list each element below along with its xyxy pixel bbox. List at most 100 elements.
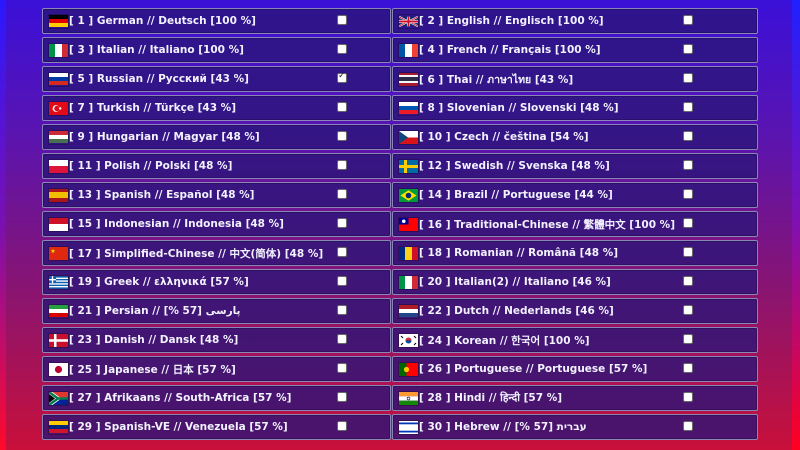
language-label: [ 15 ] Indonesian // Indonesia [48 %] [69,218,284,230]
language-row-spanish[interactable]: [ 13 ] Spanish // Español [48 %] [42,182,391,208]
language-checkbox[interactable] [337,44,347,54]
language-checkbox[interactable] [683,247,693,257]
slovenia-flag-icon [399,101,418,115]
language-row-czech[interactable]: [ 10 ] Czech // čeština [54 %] [392,124,758,150]
language-row-greek[interactable]: [ 19 ] Greek // ελληνικά [57 %] [42,269,391,295]
china-flag-icon: ★ [49,246,68,260]
language-label: [ 17 ] Simplified-Chinese // 中文(简体) [48 … [69,247,324,260]
germany-flag-icon [49,14,68,28]
language-label: [ 4 ] French // Français [100 %] [419,44,601,56]
language-checkbox[interactable] [337,71,347,83]
language-label: [ 26 ] Portuguese // Portuguese [57 %] [419,363,648,375]
language-checkbox[interactable] [683,102,693,112]
language-row-indonesian[interactable]: [ 15 ] Indonesian // Indonesia [48 %] [42,211,391,237]
language-row-dutch[interactable]: [ 22 ] Dutch // Nederlands [46 %] [392,298,758,324]
language-checkbox[interactable] [337,305,347,315]
italy-flag-icon [399,275,418,289]
language-checkbox[interactable] [683,363,693,373]
taiwan-flag-icon [399,217,418,231]
language-row-polish[interactable]: [ 11 ] Polish // Polski [48 %] [42,153,391,179]
spain-flag-icon [49,188,68,202]
language-checkbox[interactable] [683,160,693,170]
language-checkbox[interactable] [683,421,693,431]
language-label: [ 2 ] English // Englisch [100 %] [419,15,604,27]
language-checkbox[interactable] [683,189,693,199]
language-label: [ 6 ] Thai // ภาษาไทย [43 %] [419,73,574,86]
language-checkbox[interactable] [683,73,693,83]
language-label: [ 19 ] Greek // ελληνικά [57 %] [69,276,249,288]
language-row-italian[interactable]: [ 3 ] Italian // Italiano [100 %] [42,37,391,63]
language-checkbox[interactable] [337,218,347,228]
language-row-japanese[interactable]: [ 25 ] Japanese // 日本 [57 %] [42,356,391,382]
language-row-russian[interactable]: [ 5 ] Russian // Русский [43 %] [42,66,391,92]
language-label: [ 20 ] Italian(2) // Italiano [46 %] [419,276,611,288]
language-row-persian[interactable]: [ 21 ] Persian // پارسی [57 %] [42,298,391,324]
language-row-brazil[interactable]: [ 14 ] Brazil // Portuguese [44 %] [392,182,758,208]
svg-text:★: ★ [50,248,55,255]
language-label: [ 24 ] Korean // 한국어 [100 %] [419,334,590,347]
language-row-slovenian[interactable]: [ 8 ] Slovenian // Slovenski [48 %] [392,95,758,121]
language-row-turkish[interactable]: [ 7 ] Turkish // Türkçe [43 %] [42,95,391,121]
language-row-hebrew[interactable]: [ 30 ] Hebrew // עברית [57 %] [392,414,758,440]
india-flag-icon [399,391,418,405]
language-checkbox[interactable] [683,218,693,228]
language-row-english[interactable]: [ 2 ] English // Englisch [100 %] [392,8,758,34]
denmark-flag-icon [49,333,68,347]
language-label: [ 27 ] Afrikaans // South-Africa [57 %] [69,392,292,404]
language-checkbox[interactable] [683,305,693,315]
language-row-portuguese[interactable]: [ 26 ] Portuguese // Portuguese [57 %] [392,356,758,382]
language-checkbox[interactable] [683,131,693,141]
language-label: [ 3 ] Italian // Italiano [100 %] [69,44,244,56]
left-edge-strip [0,0,6,450]
brazil-flag-icon [399,188,418,202]
language-checkbox[interactable] [337,392,347,402]
language-checkbox[interactable] [337,160,347,170]
language-row-italian-2[interactable]: [ 20 ] Italian(2) // Italiano [46 %] [392,269,758,295]
language-row-thai[interactable]: [ 6 ] Thai // ภาษาไทย [43 %] [392,66,758,92]
language-row-german[interactable]: [ 1 ] German // Deutsch [100 %] [42,8,391,34]
language-checkbox[interactable] [337,334,347,344]
sweden-flag-icon [399,159,418,173]
language-label: [ 22 ] Dutch // Nederlands [46 %] [419,305,614,317]
language-checkbox[interactable] [337,15,347,25]
romania-flag-icon [399,246,418,260]
language-checkbox[interactable] [683,276,693,286]
language-checkbox[interactable] [337,363,347,373]
venezuela-flag-icon [49,420,68,434]
language-label: [ 14 ] Brazil // Portuguese [44 %] [419,189,613,201]
language-label: [ 18 ] Romanian // Română [48 %] [419,247,619,259]
language-row-spanish-ve[interactable]: [ 29 ] Spanish-VE // Venezuela [57 %] [42,414,391,440]
language-row-danish[interactable]: [ 23 ] Danish // Dansk [48 %] [42,327,391,353]
language-checkbox[interactable] [337,131,347,141]
language-checkbox[interactable] [683,44,693,54]
language-checkbox[interactable] [337,247,347,257]
language-row-korean[interactable]: [ 24 ] Korean // 한국어 [100 %] [392,327,758,353]
language-checkbox[interactable] [337,189,347,199]
right-scrollbar[interactable] [792,0,800,450]
language-row-swedish[interactable]: [ 12 ] Swedish // Svenska [48 %] [392,153,758,179]
language-row-hungarian[interactable]: [ 9 ] Hungarian // Magyar [48 %] [42,124,391,150]
language-row-romanian[interactable]: [ 18 ] Romanian // Română [48 %] [392,240,758,266]
language-label: [ 23 ] Danish // Dansk [48 %] [69,334,239,346]
poland-flag-icon [49,159,68,173]
russia-flag-icon [49,72,68,86]
language-checkbox[interactable] [337,102,347,112]
language-checkbox[interactable] [337,276,347,286]
language-row-hindi[interactable]: [ 28 ] Hindi // हिन्दी [57 %] [392,385,758,411]
language-checkbox[interactable] [683,334,693,344]
language-row-traditional-chinese[interactable]: [ 16 ] Traditional-Chinese // 繁體中文 [100 … [392,211,758,237]
language-label: [ 13 ] Spanish // Español [48 %] [69,189,255,201]
turkey-flag-icon [49,101,68,115]
language-checkbox[interactable] [337,421,347,431]
language-row-simplified-chinese[interactable]: ★ [ 17 ] Simplified-Chinese // 中文(简体) [4… [42,240,391,266]
italy-flag-icon [49,43,68,57]
language-label: [ 28 ] Hindi // हिन्दी [57 %] [419,392,563,404]
language-checkbox[interactable] [683,15,693,25]
france-flag-icon [399,43,418,57]
language-label: [ 5 ] Russian // Русский [43 %] [69,73,249,85]
language-label: [ 16 ] Traditional-Chinese // 繁體中文 [100 … [419,218,675,231]
language-row-afrikaans[interactable]: [ 27 ] Afrikaans // South-Africa [57 %] [42,385,391,411]
language-label: [ 11 ] Polish // Polski [48 %] [69,160,233,172]
language-row-french[interactable]: [ 4 ] French // Français [100 %] [392,37,758,63]
language-checkbox[interactable] [683,392,693,402]
